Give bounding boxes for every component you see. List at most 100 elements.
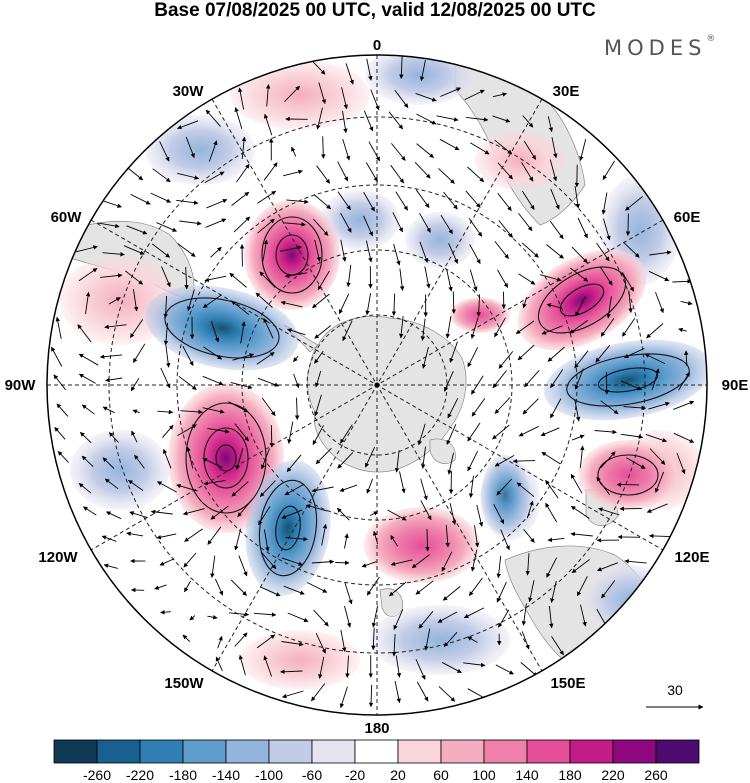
- wind-arrow: [317, 270, 330, 291]
- wind-arrow: [344, 533, 349, 549]
- wind-arrow: [316, 107, 323, 130]
- wind-arrow: [204, 171, 225, 183]
- wind-arrow: [102, 457, 115, 469]
- wind-arrow: [440, 87, 462, 97]
- anomaly-field: [47, 55, 707, 715]
- wind-arrow: [648, 533, 672, 539]
- wind-arrow: [580, 604, 587, 627]
- wind-arrow: [546, 303, 562, 309]
- wind-arrow: [129, 511, 148, 518]
- wind-arrow: [443, 371, 454, 392]
- wind-arrow: [154, 584, 167, 590]
- wind-arrow: [85, 291, 91, 315]
- wind-arrow: [424, 266, 431, 289]
- brand-text: MODES: [604, 36, 707, 60]
- wind-arrow: [371, 605, 379, 628]
- wind-arrow: [623, 241, 640, 258]
- wind-arrow: [258, 505, 271, 526]
- wind-arrow: [177, 243, 196, 257]
- colorbar-swatch: [526, 739, 571, 764]
- wind-arrow: [306, 582, 328, 593]
- wind-arrow: [547, 116, 554, 133]
- wind-arrow: [345, 63, 354, 85]
- wind-arrow: [439, 138, 460, 151]
- wind-arrow: [152, 168, 171, 183]
- wind-arrow: [161, 266, 171, 288]
- wind-arrow: [467, 422, 481, 442]
- wind-arrow: [476, 294, 482, 317]
- wind-arrow: [526, 500, 534, 519]
- wind-arrow: [78, 373, 96, 384]
- wind-arrow: [398, 315, 404, 339]
- wind-arrow: [311, 559, 335, 565]
- wind-arrow: [99, 354, 123, 359]
- wind-arrow: [344, 605, 352, 628]
- negative-anomaly-135w: [245, 460, 331, 596]
- wind-arrow: [649, 250, 672, 256]
- wind-arrow: [363, 110, 374, 132]
- wind-arrow: [257, 218, 275, 234]
- wind-arrow: [75, 245, 98, 253]
- wind-arrow: [176, 199, 199, 205]
- wind-arrow: [205, 109, 221, 127]
- wind-arrow: [600, 400, 619, 415]
- wind-arrow: [366, 58, 373, 81]
- map-border: [46, 54, 708, 716]
- wind-arrow: [624, 559, 647, 564]
- wind-arrow: [443, 191, 458, 210]
- negative-anomaly-75w: [145, 285, 299, 371]
- wind-arrow: [102, 406, 115, 414]
- wind-arrow: [83, 506, 97, 516]
- wind-arrow: [253, 612, 277, 617]
- wind-arrow: [282, 169, 303, 177]
- wind-arrow: [512, 458, 536, 464]
- wind-arrow: [623, 405, 647, 411]
- wind-arrow: [468, 475, 474, 498]
- wind-arrow: [496, 582, 507, 603]
- wind-arrow: [178, 375, 197, 390]
- colorbar-swatch: [53, 739, 98, 764]
- lon-label-150e: 150E: [550, 675, 585, 692]
- negative-anomaly-90e: [544, 339, 707, 421]
- wind-arrow: [156, 533, 177, 540]
- wind-arrow: [281, 690, 304, 699]
- wind-arrow: [51, 346, 63, 367]
- wind-arrow: [241, 136, 247, 159]
- wind-arrow: [570, 505, 590, 519]
- wind-arrow: [518, 213, 533, 232]
- wind-arrow: [678, 327, 687, 333]
- wind-arrow: [259, 480, 276, 497]
- wind-arrow: [314, 239, 321, 262]
- wind-arrow: [551, 636, 564, 656]
- wind-arrow: [255, 292, 273, 308]
- wind-arrow: [522, 115, 534, 128]
- wind-arrow: [391, 293, 397, 316]
- colorbar-swatch: [483, 739, 528, 764]
- colorbar-tick-label: -20: [345, 767, 365, 783]
- wind-arrow: [470, 317, 479, 339]
- wind-arrow: [157, 481, 177, 493]
- wind-arrow: [231, 191, 250, 206]
- wind-arrow: [497, 193, 512, 211]
- wind-arrow: [232, 353, 255, 361]
- wind-arrow: [596, 562, 619, 572]
- wind-arrow: [549, 220, 564, 240]
- wind-arrow: [128, 479, 144, 491]
- wind-arrow: [467, 636, 478, 643]
- colorbar-tick-label: 220: [601, 767, 625, 783]
- wind-arrow: [365, 240, 373, 263]
- wind-arrow: [316, 165, 331, 184]
- wind-arrow: [262, 239, 269, 262]
- wind-arrow: [157, 409, 174, 415]
- wind-arrow: [497, 269, 509, 288]
- wind-arrow: [420, 500, 432, 521]
- wind-arrow: [420, 318, 426, 341]
- wind-arrow: [177, 172, 200, 180]
- colorbar-swatch: [569, 739, 614, 764]
- wind-arrow: [445, 524, 450, 548]
- colorbar-tick-label: 260: [644, 767, 668, 783]
- wind-arrow: [577, 217, 588, 239]
- wind-arrow: [545, 479, 559, 499]
- wind-arrow: [340, 629, 347, 653]
- wind-arrow: [625, 196, 643, 211]
